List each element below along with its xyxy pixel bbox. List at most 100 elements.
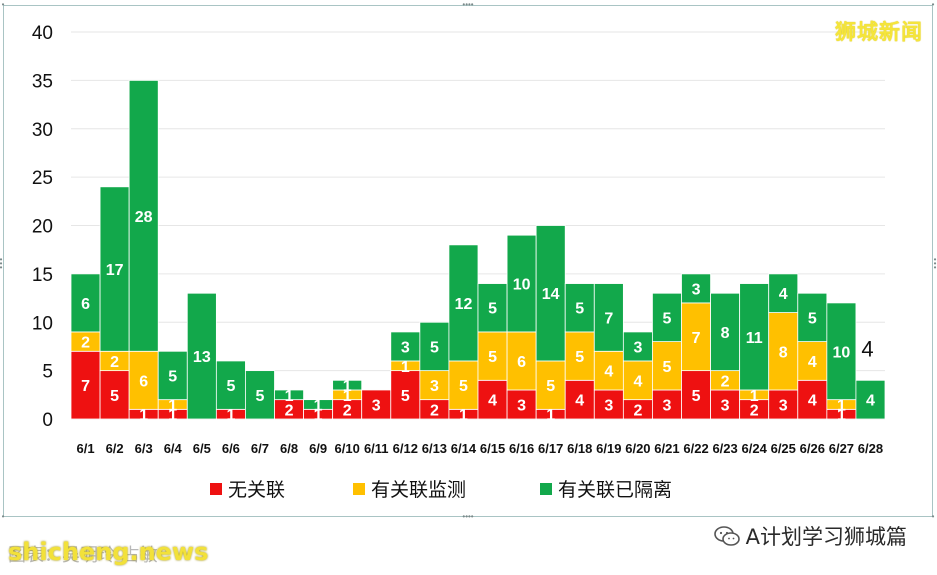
- x-tick-label: 6/9: [309, 441, 327, 456]
- bar-segment-6/10-s2: [332, 379, 363, 391]
- bar-value-label: 3: [721, 397, 730, 414]
- bar-value-label: 5: [663, 310, 672, 327]
- bar-segment-6/25-s0: [768, 389, 799, 420]
- bar-value-label: 3: [604, 397, 613, 414]
- x-tick-label: 6/6: [222, 441, 240, 456]
- bar-value-label: 1: [226, 407, 235, 424]
- y-tick-label: 5: [42, 362, 53, 383]
- brand-watermark: 狮城新闻: [835, 20, 923, 44]
- legend-label: 无关联: [228, 479, 285, 501]
- wechat-account-name: A计划学习狮城篇: [745, 525, 907, 549]
- bar-value-label: 5: [488, 349, 497, 366]
- bar-segment-6/22-s2: [681, 273, 711, 304]
- x-tick-label: 6/7: [251, 441, 269, 456]
- legend-swatch-0: [210, 483, 222, 495]
- bar-value-label: 3: [633, 339, 642, 356]
- bar-value-label: 5: [401, 388, 410, 405]
- bar-segment-6/4-s2: [157, 350, 188, 401]
- bar-segment-6/11-s0: [361, 389, 392, 420]
- x-tick-label: 6/23: [712, 441, 737, 456]
- bar-segment-6/8-s2: [274, 389, 304, 401]
- bar-value-label: 2: [430, 402, 439, 419]
- x-tick-label: 6/16: [509, 441, 534, 456]
- bar-value-label: 17: [106, 262, 124, 279]
- x-tick-label: 6/28: [858, 441, 883, 456]
- bar-value-label: 6: [81, 296, 90, 313]
- y-tick-label: 0: [42, 410, 53, 431]
- resize-handle-top[interactable]: ••••: [462, 0, 474, 9]
- legend: 无关联 有关联监测 有关联已隔离: [210, 479, 672, 501]
- bar-value-label: 1: [343, 388, 352, 405]
- wechat-icon: [713, 526, 740, 546]
- bar-value-label: 5: [575, 301, 584, 318]
- bar-value-label: 2: [81, 335, 90, 352]
- bar-value-label: 6: [139, 373, 148, 390]
- bar-value-label: 5: [692, 388, 701, 405]
- wechat-account: A计划学习狮城篇: [713, 521, 907, 551]
- bar-value-label: 1: [314, 397, 323, 414]
- x-tick-label: 6/27: [829, 441, 854, 456]
- x-tick-label: 6/24: [742, 441, 768, 456]
- y-tick-label: 30: [32, 120, 53, 141]
- bar-value-label: 3: [372, 397, 381, 414]
- bar-segment-6/17-s1: [535, 360, 566, 410]
- resize-handle-top-left[interactable]: •: [1, 0, 5, 9]
- y-tick-label: 25: [32, 168, 53, 189]
- bar-segment-6/13-s2: [419, 321, 450, 372]
- chart-source-credit: 图表：吴明玲 占敏: [8, 545, 158, 566]
- bar-value-label: 1: [314, 407, 323, 424]
- resize-handle-left[interactable]: •••: [0, 256, 3, 272]
- bar-value-label: 1: [139, 407, 148, 424]
- bar-segment-6/3-s2: [128, 79, 159, 352]
- bar-value-label: 5: [256, 388, 265, 405]
- bar-value-label: 10: [832, 344, 850, 361]
- resize-handle-bottom[interactable]: ••••: [462, 512, 474, 521]
- bar-value-label: 11: [746, 330, 763, 347]
- bar-value-label: 5: [575, 349, 584, 366]
- bar-value-label: 5: [430, 339, 439, 356]
- bar-value-label: 5: [663, 359, 672, 376]
- bar-value-label: 4: [488, 393, 497, 410]
- bar-segment-6/23-s2: [710, 292, 741, 372]
- resize-handle-bottom-left[interactable]: •: [1, 512, 5, 521]
- x-tick-label: 6/3: [135, 441, 153, 456]
- x-tick-label: 6/12: [393, 441, 418, 456]
- x-tick-label: 6/20: [625, 441, 650, 456]
- resize-handle-top-right[interactable]: •: [931, 0, 935, 9]
- bar-value-label: 3: [663, 397, 672, 414]
- bar-value-label: 12: [455, 296, 473, 313]
- x-tick-label: 6/11: [364, 441, 389, 456]
- bar-segment-6/15-s0: [477, 379, 508, 420]
- bar-value-label: 1: [401, 359, 410, 376]
- bar-segment-6/22-s1: [681, 302, 711, 372]
- bars: [70, 79, 886, 420]
- y-axis: 0 5 10 15 20 25 30 35 40: [32, 23, 53, 431]
- site-watermark: shicheng.news: [8, 538, 209, 566]
- x-axis: 6/1 6/2 6/3 6/4 6/5 6/6 6/7 6/8 6/9 6/10 6/11 6/12 6…: [76, 441, 883, 456]
- x-tick-label: 6/5: [193, 441, 211, 456]
- bar-value-label: 4: [633, 373, 642, 390]
- x-tick-label: 6/13: [422, 441, 447, 456]
- bar-value-label: 3: [430, 378, 439, 395]
- y-tick-label: 35: [32, 71, 53, 92]
- resize-handle-right[interactable]: • • •: [933, 255, 937, 272]
- x-tick-label: 6/17: [538, 441, 563, 456]
- bar-value-label: 5: [110, 388, 119, 405]
- bar-value-label: 2: [285, 402, 294, 419]
- x-tick-label: 6/10: [335, 441, 360, 456]
- bar-value-label: 4: [779, 286, 788, 303]
- bar-value-label: 7: [604, 310, 613, 327]
- bar-value-label: 1: [837, 397, 846, 414]
- bar-segment-6/1-s2: [70, 273, 101, 333]
- annotation-label: 4: [861, 336, 873, 361]
- x-tick-label: 6/8: [280, 441, 298, 456]
- bar-value-label: 4: [808, 354, 817, 371]
- bar-segment-6/1-s0: [70, 350, 101, 420]
- bar-segment-6/28-s2: [855, 379, 886, 420]
- bar-value-label: 1: [459, 407, 468, 424]
- resize-handle-bottom-right[interactable]: •: [931, 512, 935, 521]
- bar-segment-6/24-s2: [739, 283, 770, 391]
- bar-segment-6/18-s1: [564, 331, 595, 381]
- bar-value-label: 1: [546, 407, 555, 424]
- annotations: 4: [861, 336, 873, 361]
